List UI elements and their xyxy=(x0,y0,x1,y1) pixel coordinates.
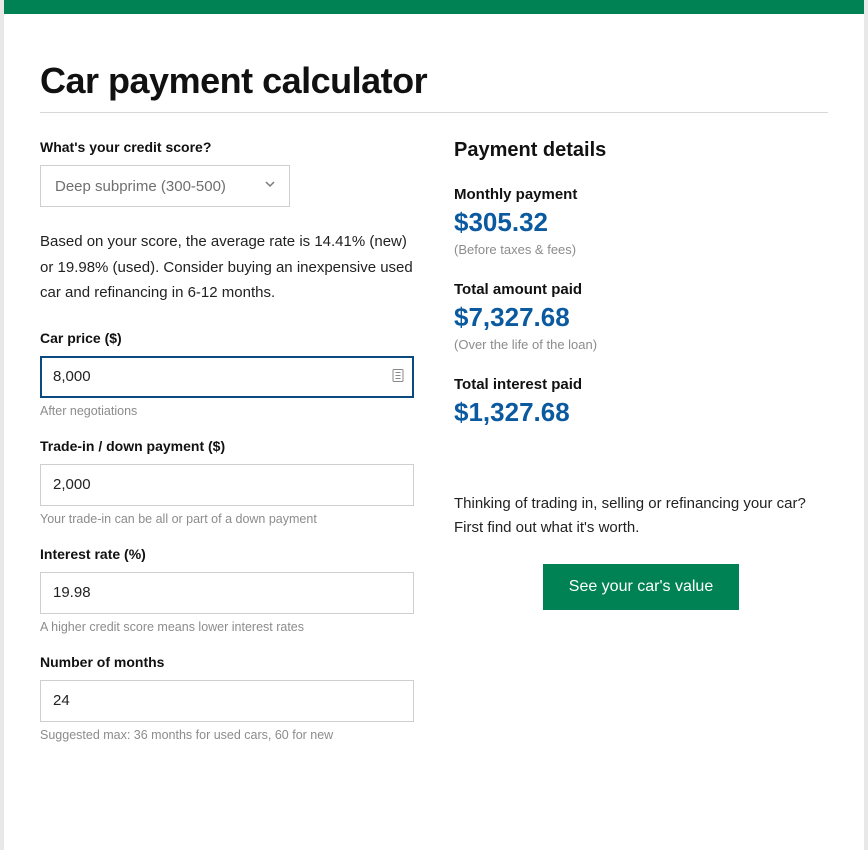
trade-in-field: Trade-in / down payment ($) Your trade-i… xyxy=(40,438,414,526)
see-car-value-button[interactable]: See your car's value xyxy=(543,564,739,610)
payment-details-heading: Payment details xyxy=(454,139,828,162)
trade-in-input[interactable] xyxy=(40,464,414,506)
trade-in-label: Trade-in / down payment ($) xyxy=(40,438,414,454)
monthly-payment-label: Monthly payment xyxy=(454,186,828,203)
car-price-field: Car price ($) After negotiations xyxy=(40,330,414,418)
total-interest-value: $1,327.68 xyxy=(454,397,828,428)
title-divider xyxy=(40,112,828,113)
total-paid-label: Total amount paid xyxy=(454,281,828,298)
months-helper: Suggested max: 36 months for used cars, … xyxy=(40,728,414,742)
interest-rate-helper: A higher credit score means lower intere… xyxy=(40,620,414,634)
interest-rate-input[interactable] xyxy=(40,572,414,614)
monthly-payment-value: $305.32 xyxy=(454,207,828,238)
total-interest-block: Total interest paid $1,327.68 xyxy=(454,376,828,428)
credit-score-select[interactable]: Deep subprime (300-500) xyxy=(40,165,290,207)
car-price-helper: After negotiations xyxy=(40,404,414,418)
car-price-label: Car price ($) xyxy=(40,330,414,346)
score-description: Based on your score, the average rate is… xyxy=(40,229,414,306)
page-title: Car payment calculator xyxy=(40,60,828,102)
credit-score-label: What's your credit score? xyxy=(40,139,414,155)
columns: What's your credit score? Deep subprime … xyxy=(40,139,828,762)
top-brand-bar xyxy=(4,0,864,14)
monthly-payment-block: Monthly payment $305.32 (Before taxes & … xyxy=(454,186,828,257)
total-paid-value: $7,327.68 xyxy=(454,302,828,333)
total-paid-note: (Over the life of the loan) xyxy=(454,337,828,352)
form-column: What's your credit score? Deep subprime … xyxy=(40,139,414,762)
interest-rate-label: Interest rate (%) xyxy=(40,546,414,562)
trade-in-helper: Your trade-in can be all or part of a do… xyxy=(40,512,414,526)
cta-wrap: See your car's value xyxy=(454,564,828,610)
months-label: Number of months xyxy=(40,654,414,670)
interest-rate-field: Interest rate (%) A higher credit score … xyxy=(40,546,414,634)
content-area: Car payment calculator What's your credi… xyxy=(4,14,864,792)
total-interest-label: Total interest paid xyxy=(454,376,828,393)
months-input[interactable] xyxy=(40,680,414,722)
page-container: Car payment calculator What's your credi… xyxy=(4,0,864,850)
credit-score-select-wrap: Deep subprime (300-500) xyxy=(40,165,290,207)
monthly-payment-note: (Before taxes & fees) xyxy=(454,242,828,257)
months-field: Number of months Suggested max: 36 month… xyxy=(40,654,414,742)
total-paid-block: Total amount paid $7,327.68 (Over the li… xyxy=(454,281,828,352)
car-price-input[interactable] xyxy=(40,356,414,398)
results-column: Payment details Monthly payment $305.32 … xyxy=(454,139,828,762)
cta-text: Thinking of trading in, selling or refin… xyxy=(454,492,828,540)
